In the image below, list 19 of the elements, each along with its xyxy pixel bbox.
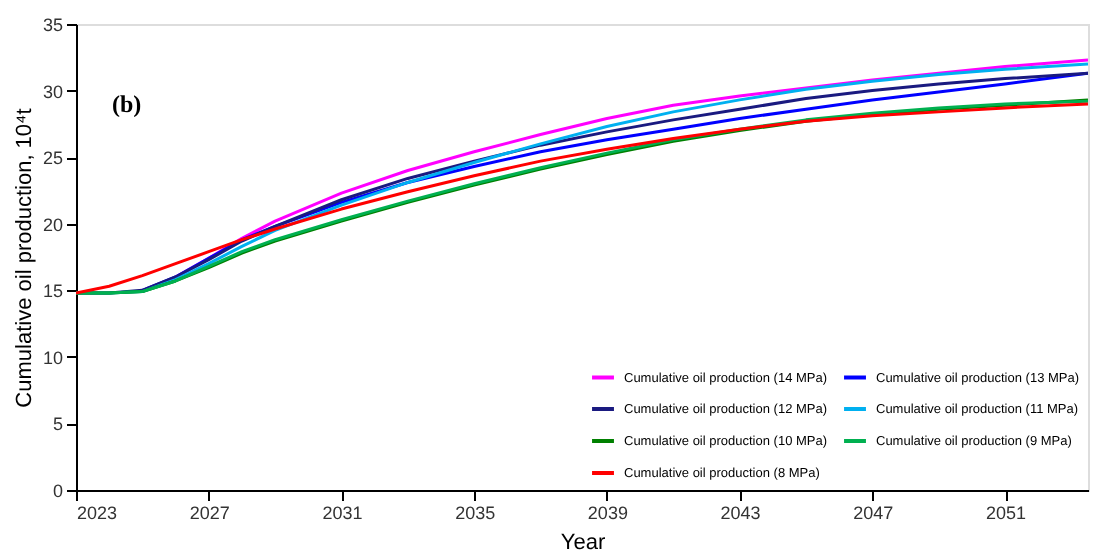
- x-tick-label: 2047: [853, 503, 894, 523]
- x-tick-label: 2043: [720, 503, 761, 523]
- y-tick-label: 25: [42, 148, 63, 169]
- annotation: (b): [112, 90, 142, 118]
- x-tick-label: 2051: [986, 503, 1027, 523]
- y-tick-label: 5: [52, 414, 63, 435]
- y-tick-label: 0: [52, 481, 63, 501]
- y-tick-label: 20: [42, 214, 63, 235]
- x-tick-label: 2031: [322, 503, 363, 523]
- y-axis-title: Cumulative oil production, 10⁴t: [12, 108, 37, 408]
- x-axis-title: Year: [560, 531, 606, 555]
- x-tick-label: 2023: [77, 503, 118, 523]
- y-tick-label: 30: [42, 81, 63, 102]
- x-tick-label: 2035: [455, 503, 496, 523]
- y-tick-label: 15: [42, 281, 63, 302]
- y-tick-label: 35: [42, 15, 63, 35]
- y-tick-label: 10: [42, 347, 63, 368]
- x-tick-label: 2039: [587, 503, 628, 523]
- x-tick-label: 2027: [189, 503, 230, 523]
